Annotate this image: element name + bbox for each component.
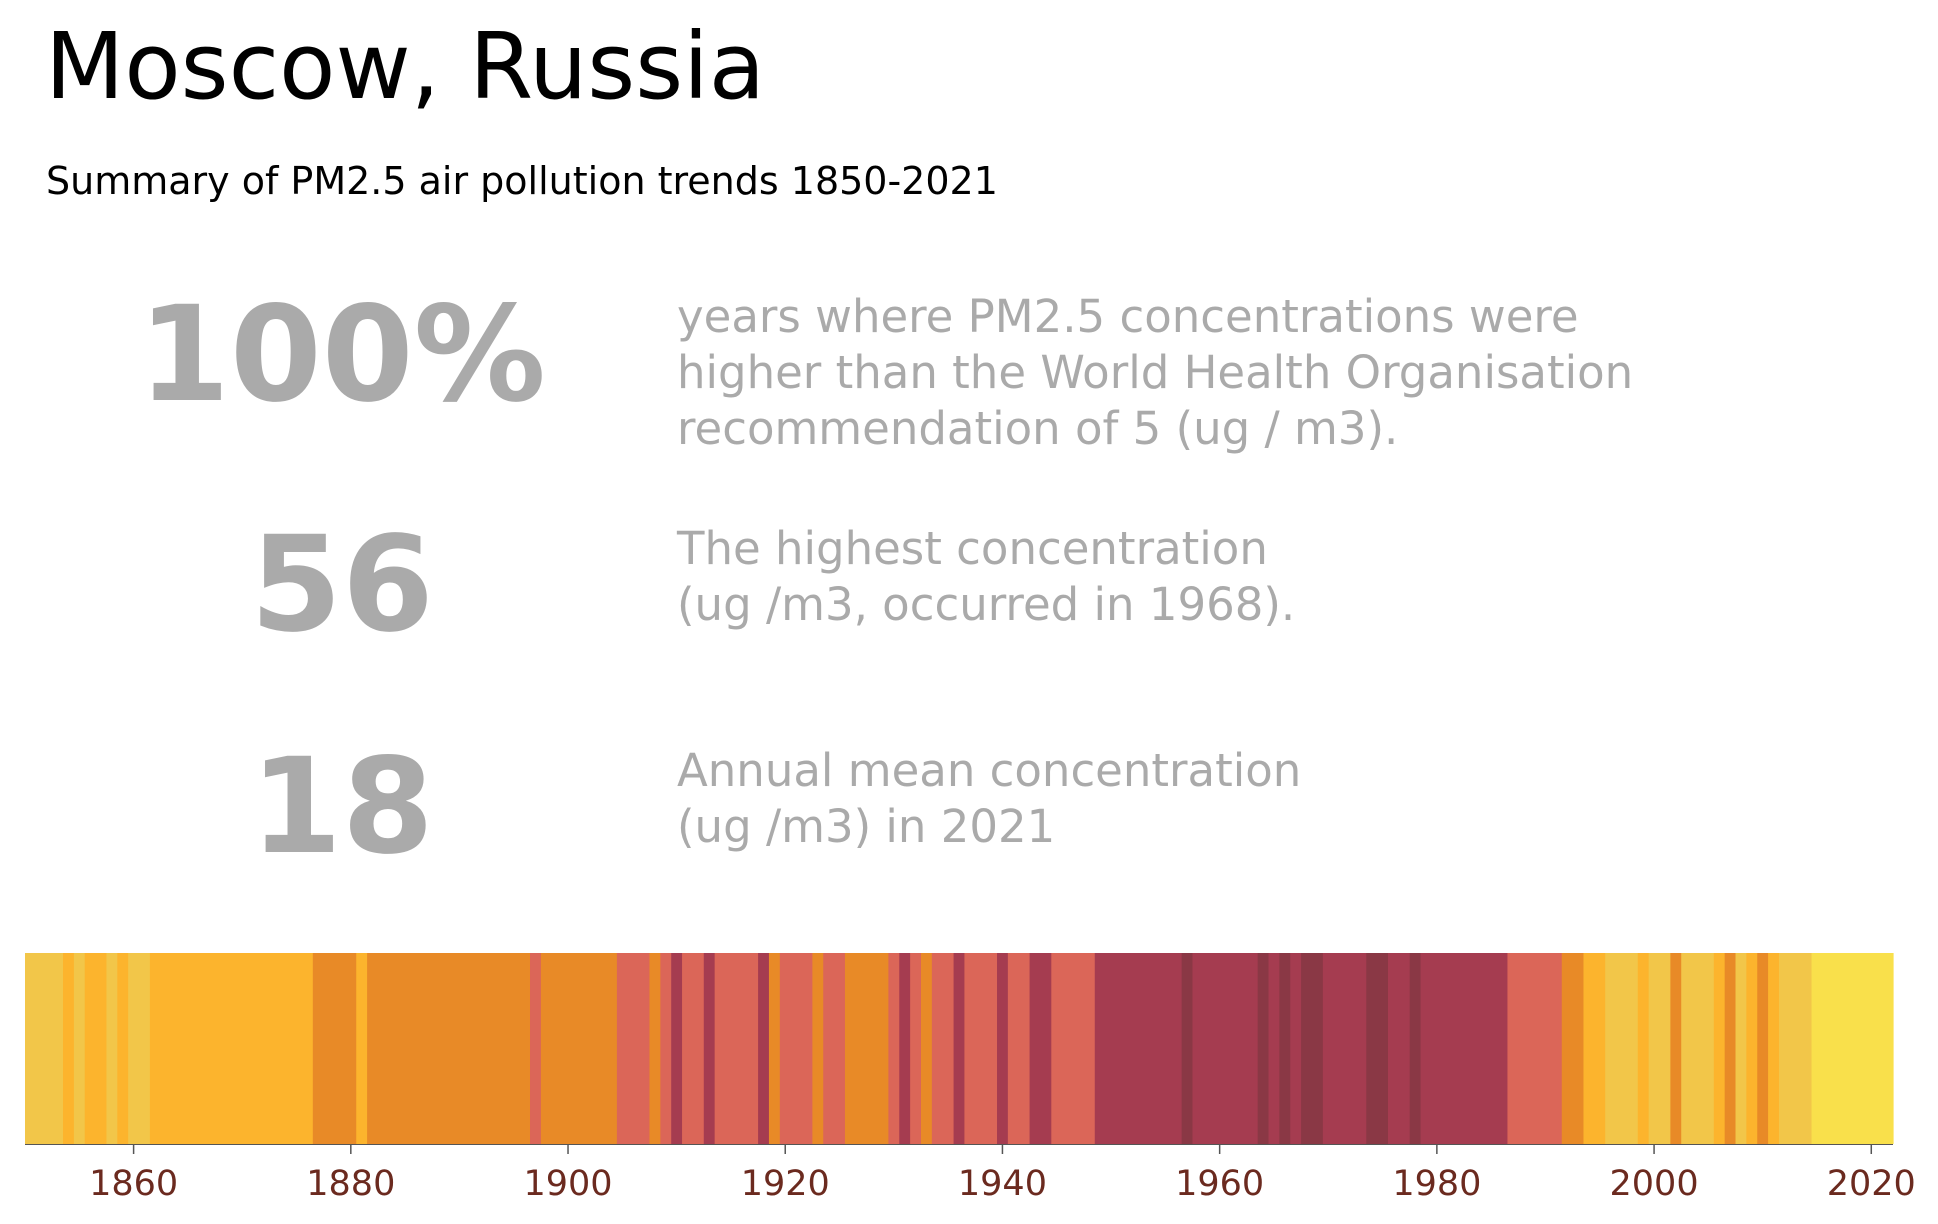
stripe-bar [899, 953, 911, 1144]
stripe-bar [1713, 953, 1726, 1144]
stripe-bar [1094, 953, 1183, 1144]
stripe-bar [1409, 953, 1422, 1144]
stripe-bar [931, 953, 955, 1144]
stripe-bar [1051, 953, 1096, 1144]
stripe-bar [1637, 953, 1650, 1144]
stripe-bar [703, 953, 716, 1144]
stripe-bar [779, 953, 813, 1144]
stripe-bar [1366, 953, 1389, 1144]
stripe-bar [73, 953, 86, 1144]
stripe-bar [1420, 953, 1509, 1144]
stripe-bar [1681, 953, 1715, 1144]
stripe-bar [1507, 953, 1563, 1144]
x-tick-label: 1860 [89, 1164, 178, 1204]
stripe-bar [682, 953, 705, 1144]
stripe-bar [1670, 953, 1682, 1144]
x-tick-label: 1920 [741, 1164, 830, 1204]
stripe-bar [888, 953, 900, 1144]
page-title: Moscow, Russia [45, 13, 766, 120]
stripe-bar [25, 953, 64, 1144]
stripe-bar [106, 953, 118, 1144]
stat-description-percent-above-who: years where PM2.5 concentrations were hi… [677, 289, 1633, 457]
stripe-bar [1322, 953, 1367, 1144]
stripe-bar [1757, 953, 1769, 1144]
x-tick-label: 1980 [1392, 1164, 1481, 1204]
stripe-bar [1181, 953, 1194, 1144]
stripe-bar [1268, 953, 1280, 1144]
stripe-bar [1290, 953, 1302, 1144]
stat-description-line: higher than the World Health Organisatio… [677, 346, 1634, 399]
stripe-bar [910, 953, 922, 1144]
stripes-group [25, 953, 1894, 1144]
stat-description-highest-concentration: The highest concentration (ug /m3, occur… [677, 521, 1295, 633]
stripe-bar [1387, 953, 1411, 1144]
stripe-bar [758, 953, 770, 1144]
stripe-bar [117, 953, 129, 1144]
stripe-bar [63, 953, 75, 1144]
stripe-bar [530, 953, 542, 1144]
stripe-bar [1583, 953, 1606, 1144]
stripe-bar [540, 953, 618, 1144]
stripe-bar [920, 953, 933, 1144]
stripe-bar [1724, 953, 1737, 1144]
stat-value-highest-concentration: 56 [250, 508, 434, 662]
stripe-bar [823, 953, 846, 1144]
stripe-bar [964, 953, 998, 1144]
stripe-bar [312, 953, 357, 1144]
stripe-bar [660, 953, 672, 1144]
stat-description-annual-mean: Annual mean concentration (ug /m3) in 20… [677, 743, 1301, 855]
stripe-bar [812, 953, 824, 1144]
stripe-bar [1301, 953, 1324, 1144]
stat-description-line: The highest concentration [677, 522, 1268, 575]
stat-description-line: recommendation of 5 (ug / m3). [677, 402, 1399, 455]
stripe-bar [714, 953, 759, 1144]
stripe-bar [84, 953, 108, 1144]
x-tick-label: 1940 [958, 1164, 1047, 1204]
stripe-bar [1192, 953, 1259, 1144]
stripe-bar [1648, 953, 1671, 1144]
stat-description-line: (ug /m3, occurred in 1968). [677, 578, 1296, 631]
x-axis: 1860 1880 1900 1920 1940 1960 1980 2000 2020 [25, 1144, 1916, 1204]
stripe-bar [844, 953, 890, 1144]
stripe-bar [1811, 953, 1894, 1144]
stripe-bar [1746, 953, 1758, 1144]
stripe-bar [1007, 953, 1031, 1144]
stripe-bar [1279, 953, 1291, 1144]
x-tick-label: 1880 [306, 1164, 395, 1204]
stripe-bar [1561, 953, 1585, 1144]
stripe-bar [649, 953, 661, 1144]
stripe-bar [768, 953, 781, 1144]
x-tick-label: 2000 [1610, 1164, 1699, 1204]
stripe-bar [1735, 953, 1747, 1144]
stripe-bar [671, 953, 683, 1144]
stripe-bar [616, 953, 651, 1144]
stripe-bar [1778, 953, 1813, 1144]
x-tick-label: 2020 [1827, 1164, 1916, 1204]
stripe-bar [1605, 953, 1639, 1144]
stat-description-line: years where PM2.5 concentrations were [677, 290, 1579, 343]
page-subtitle: Summary of PM2.5 air pollution trends 18… [46, 159, 998, 203]
stripe-bar [149, 953, 314, 1144]
stripe-bar [1768, 953, 1780, 1144]
stripe-bar [997, 953, 1009, 1144]
x-tick-label: 1900 [523, 1164, 612, 1204]
stripe-bar [953, 953, 966, 1144]
stripe-bar [1257, 953, 1270, 1144]
stat-value-annual-mean: 18 [250, 730, 434, 884]
stat-description-line: Annual mean concentration [677, 744, 1302, 797]
stripe-bar [1029, 953, 1052, 1144]
stripe-bar [128, 953, 151, 1144]
stripe-bar [367, 953, 531, 1144]
stripe-bar [356, 953, 368, 1144]
stat-description-line: (ug /m3) in 2021 [677, 800, 1056, 853]
x-tick-label: 1960 [1175, 1164, 1264, 1204]
stat-value-percent-above-who: 100% [138, 278, 546, 432]
